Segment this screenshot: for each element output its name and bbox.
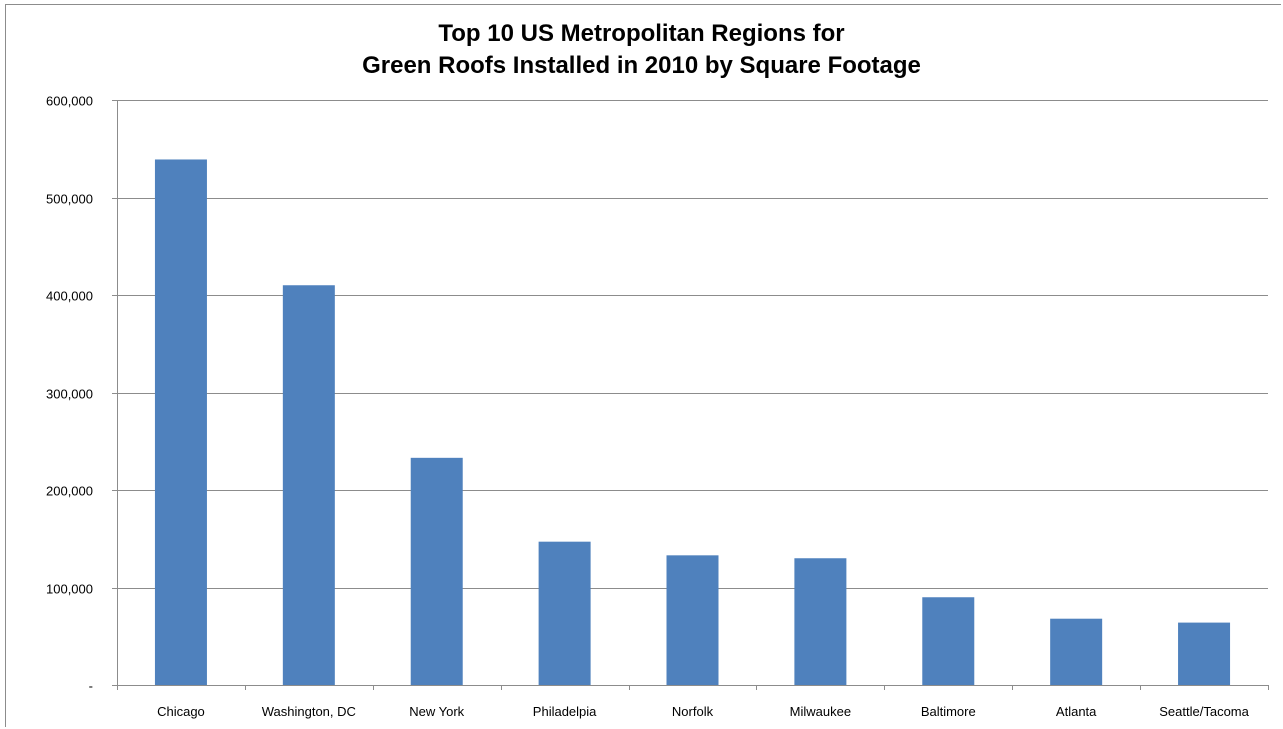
y-tick-labels: - 100,000 200,000 300,000 400,000 500,000 600,… — [46, 94, 93, 694]
x-tick-label: Philadelpia — [533, 704, 597, 719]
bar — [1178, 622, 1231, 685]
axes — [112, 100, 1269, 690]
bar — [666, 555, 719, 685]
bar — [794, 558, 847, 685]
x-tick-label: Seattle/Tacoma — [1159, 704, 1249, 719]
bar — [1050, 618, 1103, 685]
x-tick-label: Norfolk — [672, 704, 714, 719]
x-tick-label: Milwaukee — [790, 704, 851, 719]
y-tick-label: 500,000 — [46, 192, 93, 207]
x-tick-label: Atlanta — [1056, 704, 1097, 719]
bar — [154, 159, 207, 686]
chart-title-line-1: Top 10 US Metropolitan Regions for — [438, 20, 845, 47]
y-tick-label: 400,000 — [46, 289, 93, 304]
x-tick-label: New York — [409, 704, 464, 719]
bar — [922, 597, 975, 685]
chart-title: Top 10 US Metropolitan Regions for Green… — [0, 18, 1283, 82]
bar — [282, 285, 335, 685]
x-tick-labels: Chicago Washington, DC New York Philadelpia… — [157, 704, 1250, 719]
x-tick-label: Washington, DC — [262, 704, 356, 719]
chart-title-line-2: Green Roofs Installed in 2010 by Square … — [362, 52, 921, 79]
y-tick-label: 200,000 — [46, 484, 93, 499]
y-tick-label: - — [89, 679, 93, 694]
y-tick-label: 300,000 — [46, 387, 93, 402]
x-tick-label: Chicago — [157, 704, 205, 719]
bar — [410, 457, 463, 685]
bar — [538, 541, 591, 685]
bars — [154, 159, 1231, 686]
chart-frame — [5, 4, 1281, 727]
x-tick-label: Baltimore — [921, 704, 976, 719]
y-tick-label: 600,000 — [46, 94, 93, 109]
y-tick-label: 100,000 — [46, 582, 93, 597]
